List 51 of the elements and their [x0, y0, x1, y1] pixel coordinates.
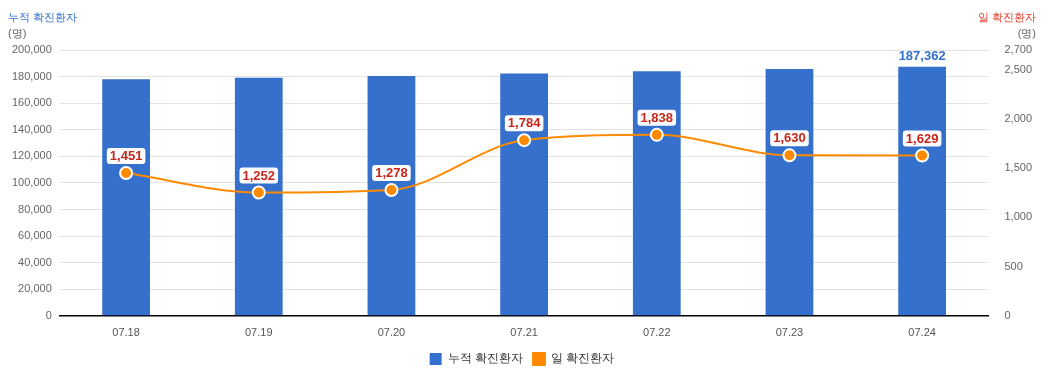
data-label: 187,362 — [898, 47, 946, 63]
y2-tick-label: 500 — [1004, 259, 1023, 272]
x-tick-label: 07.18 — [112, 326, 140, 339]
data-label: 1,838 — [640, 109, 674, 125]
y-tick-label: 0 — [45, 308, 52, 321]
legend-label: 누적 확진환자 — [447, 351, 524, 366]
point — [251, 185, 266, 200]
x-tick-label: 07.23 — [775, 326, 804, 339]
y-tick-label: 160,000 — [12, 96, 52, 109]
bar — [234, 77, 283, 316]
point — [915, 148, 930, 163]
y2-tick-label: 0 — [1004, 308, 1011, 321]
point — [517, 133, 532, 148]
legend-label: 일 확진환자 — [551, 351, 615, 366]
y2-tick-label: 2,700 — [1004, 43, 1032, 56]
y-tick-label: 80,000 — [18, 202, 52, 215]
data-label: 1,252 — [242, 167, 276, 183]
y-tick-label: 180,000 — [12, 69, 52, 82]
y-tick-label: 120,000 — [12, 149, 52, 162]
bar — [898, 66, 947, 316]
x-tick-label: 07.24 — [908, 326, 936, 339]
y2-tick-label: 2,500 — [1004, 62, 1032, 75]
y2-tick-label: 1,000 — [1004, 210, 1032, 223]
point — [649, 127, 664, 142]
x-tick-label: 07.22 — [643, 326, 671, 339]
y-tick-label: 200,000 — [12, 43, 52, 56]
point — [119, 165, 134, 180]
y-tick-label: 140,000 — [12, 122, 52, 135]
x-tick-label: 07.20 — [377, 326, 406, 339]
x-tick-label: 07.21 — [510, 326, 538, 339]
x-tick-label: 07.19 — [245, 326, 273, 339]
bar — [632, 71, 681, 316]
bar — [500, 73, 548, 316]
data-label: 1,278 — [375, 165, 408, 181]
y-tick-label: 60,000 — [18, 229, 52, 242]
bar — [765, 69, 814, 316]
point — [782, 148, 797, 163]
data-label: 1,451 — [109, 148, 143, 164]
data-label: 1,630 — [773, 130, 806, 146]
bar — [367, 75, 416, 316]
data-label: 1,629 — [905, 130, 939, 146]
y2-tick-label: 2,000 — [1004, 111, 1032, 124]
y-tick-label: 20,000 — [18, 282, 52, 295]
data-label: 1,784 — [507, 115, 542, 131]
y2-axis-title: 일 확진환자 (명) — [977, 10, 1036, 39]
y-tick-label: 40,000 — [18, 255, 52, 268]
y-tick-label: 100,000 — [12, 175, 52, 188]
y2-tick-label: 1,500 — [1004, 161, 1032, 174]
y-axis-title: 누적 확진환자 (명) — [8, 10, 78, 39]
bar — [102, 79, 150, 316]
point — [384, 182, 399, 197]
